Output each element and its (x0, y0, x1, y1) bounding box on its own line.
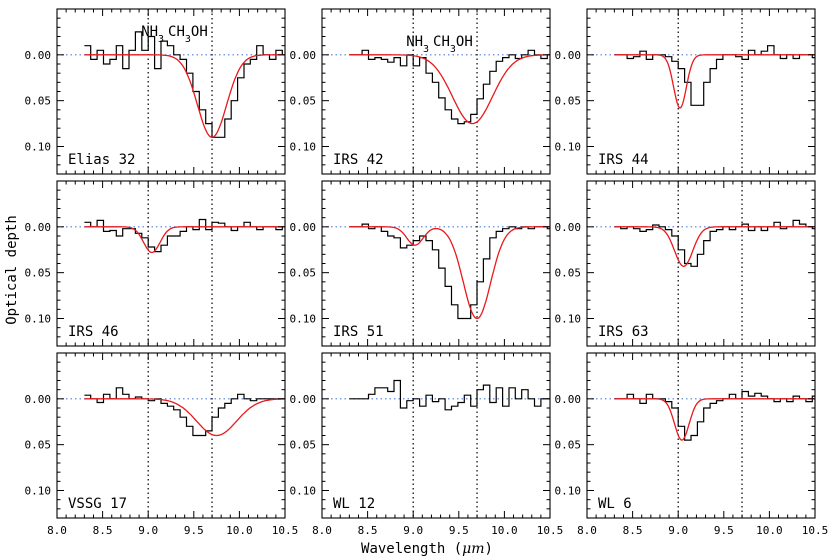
fit-curve (349, 226, 550, 320)
y-tick-label: 0.00 (25, 49, 52, 62)
y-tick-label: 0.00 (290, 221, 317, 234)
panel-frame (56, 352, 286, 519)
panel-wl-6: 0.00 0.05 0.10 8.0 8.5 9.0 9.5 10.0 10.5 WL 6 (555, 352, 829, 537)
x-tick-label: 9.5 (184, 524, 204, 537)
y-tick-label: 0.00 (555, 221, 582, 234)
y-tick-label: 0.05 (555, 267, 582, 280)
panel-name: IRS 51 (333, 324, 384, 340)
ch3oh-annotation: CH3OH (168, 24, 208, 45)
data-histogram (349, 223, 550, 320)
x-tick-label: 8.5 (93, 524, 113, 537)
y-tick-label: 0.10 (290, 141, 317, 154)
x-tick-label: 10.0 (491, 524, 518, 537)
panel-irs-51: 0.00 0.05 0.10 IRS 51 (290, 180, 551, 347)
y-tick-label: 0.00 (290, 49, 317, 62)
y-tick-label: 0.10 (555, 141, 582, 154)
fit-curve (614, 54, 815, 109)
x-tick-label: 8.0 (47, 524, 67, 537)
y-tick-label: 0.00 (25, 221, 52, 234)
y-tick-label: 0.10 (290, 485, 317, 498)
panel-frame (586, 352, 816, 519)
nh3-annotation: NH3 (406, 34, 429, 55)
y-tick-label: 0.05 (290, 439, 317, 452)
y-tick-label: 0.05 (290, 95, 317, 108)
nh3-annotation: NH3 (141, 24, 164, 45)
panel-elias-32: 0.00 0.05 0.10 Elias 32 NH3 CH3OH (25, 8, 286, 175)
y-tick-label: 0.05 (555, 95, 582, 108)
panel-frame (321, 352, 551, 519)
data-histogram (349, 379, 550, 411)
x-tick-label: 10.0 (226, 524, 253, 537)
y-tick-label: 0.10 (25, 141, 52, 154)
y-tick-label: 0.05 (25, 267, 52, 280)
panel-frame (586, 180, 816, 347)
panel-name: VSSG 17 (68, 496, 127, 512)
x-tick-label: 8.0 (312, 524, 332, 537)
y-tick-label: 0.05 (25, 439, 52, 452)
fit-curve (84, 54, 285, 138)
fit-curve (614, 398, 815, 441)
x-tick-label: 10.5 (537, 524, 564, 537)
panel-name: WL 6 (598, 496, 632, 512)
panel-irs-46: 0.00 0.05 0.10 IRS 46 (25, 180, 286, 347)
data-histogram (84, 31, 285, 138)
y-tick-label: 0.05 (555, 439, 582, 452)
panel-name: IRS 42 (333, 152, 384, 168)
x-tick-label: 10.5 (272, 524, 299, 537)
fit-curve (614, 226, 815, 267)
panel-irs-42: 0.00 0.05 0.10 IRS 42 NH3 CH3OH (290, 8, 551, 175)
data-histogram (349, 49, 550, 125)
y-tick-label: 0.00 (555, 49, 582, 62)
y-tick-label: 0.05 (290, 267, 317, 280)
y-tick-label: 0.05 (25, 95, 52, 108)
x-tick-label: 9.5 (714, 524, 734, 537)
panel-vssg-17: 0.00 0.05 0.10 8.0 8.5 9.0 9.5 10.0 10.5 VSSG 17 (25, 352, 299, 537)
y-tick-label: 0.00 (555, 393, 582, 406)
panel-frame (321, 180, 551, 347)
y-tick-label: 0.00 (290, 393, 317, 406)
x-tick-label: 10.5 (802, 524, 829, 537)
panel-name: IRS 44 (598, 152, 649, 168)
y-tick-label: 0.10 (290, 313, 317, 326)
x-tick-label: 10.0 (756, 524, 783, 537)
y-tick-label: 0.10 (555, 485, 582, 498)
data-histogram (614, 45, 815, 106)
panel-name: IRS 46 (68, 324, 119, 340)
panel-wl-12: 0.00 0.05 0.10 8.0 8.5 9.0 9.5 10.0 10.5 WL 12 (290, 352, 564, 537)
x-tick-label: 8.5 (358, 524, 378, 537)
panel-name: IRS 63 (598, 324, 649, 340)
fit-curve (84, 398, 285, 437)
panel-irs-63: 0.00 0.05 0.10 IRS 63 (555, 180, 816, 347)
x-tick-label: 9.0 (668, 524, 688, 537)
panel-frame (586, 8, 816, 175)
panel-irs-44: 0.00 0.05 0.10 IRS 44 (555, 8, 816, 175)
panel-frame (56, 180, 286, 347)
x-tick-label: 9.5 (449, 524, 469, 537)
data-histogram (614, 219, 815, 267)
fit-curve (84, 226, 285, 254)
x-tick-label: 8.5 (623, 524, 643, 537)
x-tick-label: 9.0 (138, 524, 158, 537)
data-histogram (84, 218, 285, 253)
x-tick-label: 8.0 (577, 524, 597, 537)
y-tick-label: 0.00 (25, 393, 52, 406)
y-axis-label: Optical depth (4, 215, 20, 325)
x-axis-label: Wavelength (μm) (361, 541, 493, 557)
x-tick-label: 9.0 (403, 524, 423, 537)
fit-curve (349, 54, 550, 125)
y-tick-label: 0.10 (555, 313, 582, 326)
y-tick-label: 0.10 (25, 485, 52, 498)
ch3oh-annotation: CH3OH (433, 34, 473, 55)
panel-name: WL 12 (333, 496, 375, 512)
y-tick-label: 0.10 (25, 313, 52, 326)
panel-name: Elias 32 (68, 152, 135, 168)
data-histogram (84, 387, 285, 437)
